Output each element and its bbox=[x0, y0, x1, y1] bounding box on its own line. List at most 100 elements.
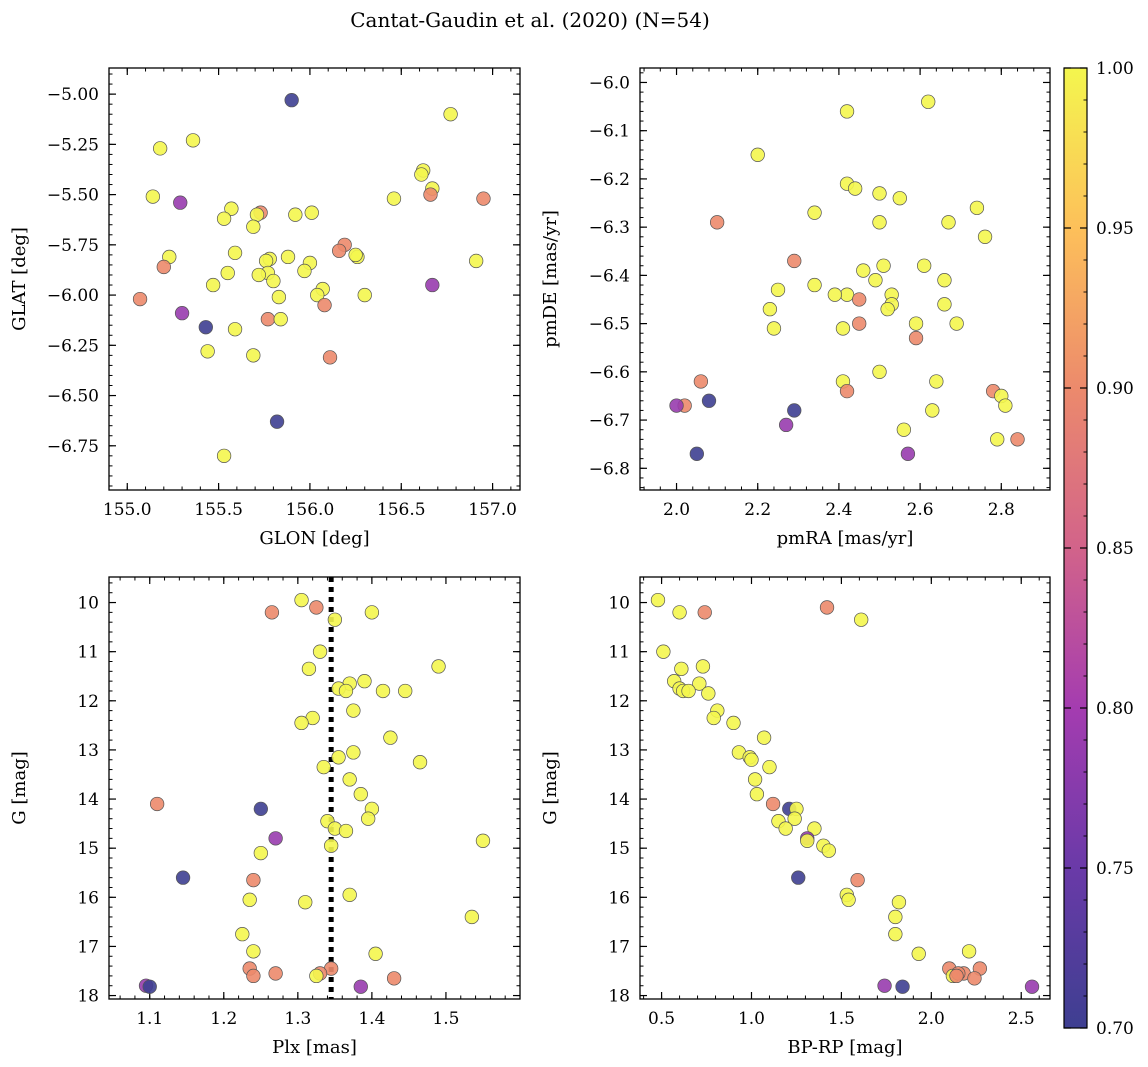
scatter-point bbox=[346, 745, 361, 760]
x-tick-label: 2.0 bbox=[918, 1009, 945, 1029]
scatter-point bbox=[386, 971, 402, 986]
scatter-point bbox=[787, 811, 802, 826]
scatter-point bbox=[1010, 432, 1025, 447]
scatter-point bbox=[280, 249, 296, 265]
y-tick-label: −6.1 bbox=[589, 122, 630, 142]
panel-bprp-g: 0.5 1.0 1.5 2.0 2.5 10 11 12 13 14 15 16 17 18 BP-RP [… bbox=[540, 576, 1051, 1058]
scatter-point bbox=[880, 301, 895, 317]
scatter-point bbox=[747, 772, 763, 787]
scatter-point bbox=[929, 374, 944, 389]
scatter-point bbox=[464, 909, 480, 925]
scatter-point bbox=[398, 683, 413, 699]
scatter-point bbox=[766, 321, 782, 336]
scatter-point bbox=[271, 289, 287, 305]
y-tick-label: −6.50 bbox=[47, 387, 99, 407]
scatter-point bbox=[423, 187, 438, 202]
y-tick-label: 15 bbox=[77, 839, 99, 859]
x-tick-label: 2.6 bbox=[907, 500, 934, 520]
y-tick-label: 17 bbox=[77, 937, 99, 957]
scatter-point bbox=[669, 398, 684, 413]
scatter-point bbox=[469, 253, 484, 269]
scatter-point bbox=[908, 316, 924, 331]
scatter-point bbox=[332, 243, 347, 259]
scatter-point bbox=[762, 759, 777, 775]
scatter-point bbox=[476, 191, 491, 206]
scatter-point bbox=[888, 909, 903, 925]
scatter-point bbox=[949, 968, 964, 984]
scatter-point bbox=[156, 259, 171, 275]
scatter-point bbox=[346, 703, 361, 718]
scatter-point bbox=[475, 833, 491, 848]
scatter-point bbox=[695, 659, 711, 674]
scatter-point bbox=[674, 661, 689, 677]
scatter-point bbox=[872, 364, 887, 379]
scatter-point bbox=[941, 215, 956, 230]
x-tick-label: 155.0 bbox=[103, 500, 152, 520]
scatter-point bbox=[877, 978, 892, 993]
y-tick-label: −5.25 bbox=[47, 135, 99, 155]
scatter-point bbox=[868, 273, 883, 288]
colorbar-tick-label: 0.75 bbox=[1096, 859, 1134, 879]
panel-plx-g: 1.1 1.2 1.3 1.4 1.5 10 11 12 13 14 15 16 17 18 Plx [ma… bbox=[9, 576, 521, 1058]
y-tick-label: 13 bbox=[77, 741, 99, 761]
scatter-point bbox=[322, 350, 338, 365]
scatter-point bbox=[850, 872, 865, 888]
axis-ticks: 0.5 1.0 1.5 2.0 2.5 10 11 12 13 14 15 16 17 18 bbox=[608, 577, 1050, 1029]
scatter-points bbox=[138, 592, 491, 994]
scatter-point bbox=[288, 207, 303, 222]
x-tick-label: 2.2 bbox=[744, 500, 771, 520]
y-tick-label: −6.0 bbox=[589, 73, 630, 93]
y-tick-label: −6.5 bbox=[589, 315, 630, 335]
scatter-point bbox=[312, 644, 328, 659]
scatter-point bbox=[368, 946, 383, 961]
colorbar-ticks: 0.70 0.75 0.80 0.85 0.90 0.95 1.00 bbox=[1064, 59, 1134, 1039]
scatter-point bbox=[839, 287, 855, 302]
scatter-point bbox=[807, 205, 822, 220]
panels: 155.0 155.5 156.0 156.5 157.0 −5.00 −5.25 −5.50… bbox=[9, 67, 1051, 1058]
scatter-point bbox=[706, 710, 721, 726]
scatter-point bbox=[1024, 979, 1040, 994]
scatter-point bbox=[827, 287, 843, 302]
scatter-point bbox=[990, 432, 1005, 447]
scatter-point bbox=[338, 683, 354, 699]
scatter-point bbox=[847, 181, 863, 196]
scatter-point bbox=[268, 831, 283, 846]
scatter-point bbox=[173, 195, 188, 210]
y-tick-label: −5.50 bbox=[47, 186, 99, 206]
scatter-point bbox=[174, 306, 190, 321]
y-tick-label: −6.25 bbox=[47, 336, 99, 356]
scatter-point bbox=[709, 215, 725, 230]
y-tick-label: −6.8 bbox=[589, 459, 630, 479]
y-tick-label: −6.75 bbox=[47, 437, 99, 457]
scatter-point bbox=[791, 870, 806, 885]
y-tick-label: 10 bbox=[77, 594, 99, 614]
scatter-point bbox=[269, 414, 285, 429]
scatter-point bbox=[819, 600, 835, 615]
scatter-point bbox=[896, 422, 912, 437]
scatter-point bbox=[149, 796, 165, 812]
scatter-point bbox=[145, 189, 160, 204]
scatter-point bbox=[807, 277, 822, 293]
scatter-point bbox=[689, 446, 704, 461]
scatter-point bbox=[895, 979, 910, 994]
scatter-point bbox=[977, 229, 993, 244]
scatter-point bbox=[383, 730, 398, 745]
scatter-point bbox=[888, 927, 903, 942]
scatter-point bbox=[744, 752, 759, 767]
scatter-point bbox=[891, 895, 907, 910]
scatter-point bbox=[361, 811, 376, 826]
x-tick-label: 2.5 bbox=[1008, 1009, 1035, 1029]
scatter-point bbox=[224, 201, 239, 216]
x-tick-label: 0.5 bbox=[648, 1009, 675, 1029]
y-tick-label: −6.00 bbox=[47, 286, 99, 306]
scatter-point bbox=[298, 895, 313, 910]
scatter-point bbox=[246, 219, 261, 234]
x-tick-label: 1.0 bbox=[738, 1009, 765, 1029]
scatter-points bbox=[669, 94, 1025, 461]
scatter-point bbox=[246, 968, 261, 984]
plot-area bbox=[640, 68, 1050, 490]
scatter-point bbox=[304, 205, 319, 220]
scatter-point bbox=[778, 417, 794, 433]
scatter-point bbox=[200, 344, 215, 359]
colorbar-tick-label: 1.00 bbox=[1096, 59, 1134, 79]
